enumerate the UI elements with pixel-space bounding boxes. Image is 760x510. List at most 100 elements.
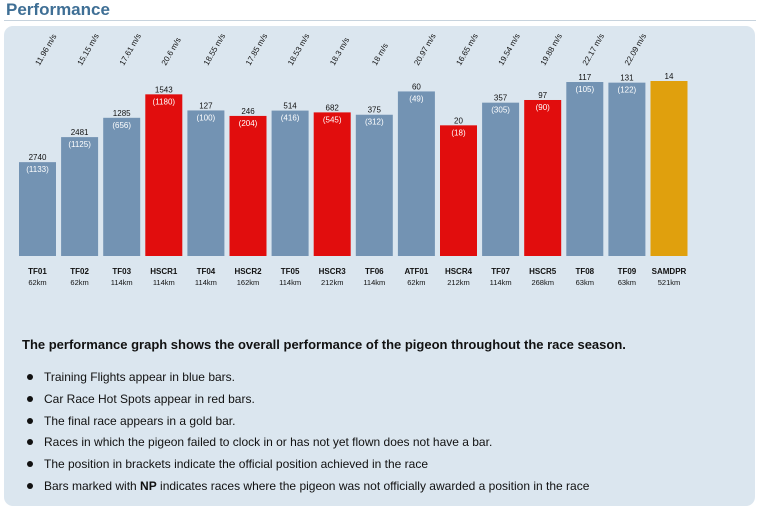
bar-position-label: 682 (326, 103, 340, 112)
bar-official-position-label: (312) (365, 118, 384, 127)
bar-tf07 (482, 102, 520, 256)
note-text: Races in which the pigeon failed to cloc… (44, 435, 493, 450)
bar-tf03 (103, 117, 141, 256)
speed-label: 11.96 m/s (33, 33, 58, 67)
bar-tf09 (608, 82, 646, 256)
bar-position-label: 2481 (71, 128, 89, 137)
speed-label: 19.88 m/s (539, 32, 564, 67)
bar-hscr1 (145, 94, 183, 256)
bar-tf06 (355, 114, 393, 257)
bullet-icon (27, 482, 33, 489)
speed-label: 17.61 m/s (118, 32, 143, 67)
speed-label: 18.55 m/s (202, 32, 227, 67)
bar-official-position-label: (305) (491, 106, 510, 115)
speed-label: 16.65 m/s (454, 32, 479, 67)
bar-hscr4 (440, 125, 477, 256)
bar-tf05 (271, 110, 309, 256)
bar-official-position-label: (416) (281, 114, 300, 123)
bar-position-label: 357 (494, 94, 508, 103)
page-title: Performance (6, 0, 110, 19)
speed-label: 17.85 m/s (244, 32, 269, 67)
bar-position-label: 514 (283, 102, 297, 111)
bullet-icon (27, 461, 33, 468)
category-label: TF03 (112, 267, 131, 276)
distance-label: 114km (111, 278, 133, 287)
distance-label: 62km (28, 278, 46, 287)
note-np: Bars marked with NP indicates races wher… (24, 478, 590, 493)
category-label: TF02 (70, 267, 89, 276)
distance-label: 521km (658, 278, 681, 287)
bullet-icon (27, 374, 33, 380)
distance-label: 212km (447, 278, 470, 287)
chart-description-heading: The performance graph shows the overall … (22, 337, 626, 352)
distance-label: 114km (195, 278, 217, 287)
performance-panel: 2740 (1133) 11.96 m/s TF01 62km 2481 (1125) 15.… (4, 26, 755, 506)
note-training-flights: Training Flights appear in blue bars. (24, 371, 589, 384)
distance-label: 268km (531, 278, 554, 287)
performance-bar-chart: 2740 (1133) 11.96 m/s TF01 62km 2481 (1125) 15.… (19, 32, 688, 287)
category-label: SAMDPR (652, 267, 687, 276)
category-label: HSCR4 (445, 267, 473, 276)
bar-position-label: 246 (241, 107, 255, 116)
bar-tf01 (19, 162, 56, 256)
distance-label: 62km (70, 278, 88, 287)
distance-label: 114km (490, 278, 512, 287)
bar-position-label: 131 (620, 74, 634, 83)
bar-official-position-label: (105) (575, 85, 594, 94)
category-label: TF07 (491, 267, 510, 276)
title-divider (4, 20, 756, 21)
category-label: HSCR3 (319, 267, 347, 276)
category-label: HSCR1 (150, 267, 178, 276)
bar-position-label: 1285 (113, 109, 131, 118)
note-final-race: The final race appears in a gold bar. (24, 414, 589, 428)
speed-label: 18.53 m/s (286, 32, 311, 67)
distance-label: 114km (363, 278, 385, 287)
category-label: TF01 (28, 267, 47, 276)
bar-hscr5 (524, 99, 562, 256)
distance-label: 63km (618, 278, 636, 287)
bar-atf01 (397, 91, 435, 256)
bar-official-position-label: (122) (618, 86, 637, 95)
category-label: TF09 (618, 267, 637, 276)
note-text: Training Flights appear in blue bars. (44, 370, 235, 384)
bar-position-label: 127 (199, 101, 213, 110)
bar-tf04 (187, 110, 225, 256)
distance-label: 63km (576, 278, 594, 287)
bullet-icon (27, 439, 33, 446)
note-text: The position in brackets indicate the of… (44, 457, 429, 472)
speed-label: 15.15 m/s (76, 32, 101, 67)
bar-hscr3 (313, 112, 351, 256)
bar-official-position-label: (656) (112, 121, 131, 130)
bar-samdpr (650, 81, 688, 256)
bar-hscr2 (229, 115, 267, 256)
category-label: HSCR5 (529, 267, 557, 276)
bar-official-position-label: (1180) (153, 97, 176, 106)
bar-official-position-label: (18) (451, 128, 466, 137)
distance-label: 162km (237, 278, 260, 287)
bullet-icon (27, 395, 33, 402)
bar-official-position-label: (90) (536, 103, 551, 112)
category-label: TF04 (197, 267, 216, 276)
bullet-icon (27, 417, 33, 424)
bar-position-label: 117 (578, 73, 591, 82)
note-text-suffix: indicates races where the pigeon was not… (156, 478, 590, 493)
category-label: HSCR2 (234, 267, 262, 276)
bar-position-label: 1543 (155, 85, 173, 94)
bar-official-position-label: (1133) (26, 165, 49, 174)
note-brackets: The position in brackets indicate the of… (24, 458, 589, 471)
category-label: TF08 (575, 267, 594, 276)
bar-position-label: 97 (538, 91, 547, 100)
speed-label: 22.17 m/s (581, 32, 606, 67)
bar-position-label: 2740 (29, 153, 47, 162)
distance-label: 212km (321, 278, 344, 287)
note-hot-spots: Car Race Hot Spots appear in red bars. (24, 392, 589, 406)
bar-official-position-label: (49) (409, 94, 424, 103)
speed-label: 18 m/s (370, 42, 390, 67)
note-no-bar: Races in which the pigeon failed to cloc… (24, 436, 589, 449)
bar-official-position-label: (204) (239, 119, 258, 128)
speed-label: 20.6 m/s (160, 36, 183, 67)
note-text-prefix: Bars marked with (44, 478, 141, 493)
speed-label: 18.3 m/s (328, 36, 351, 67)
bar-official-position-label: (545) (323, 115, 342, 124)
bar-position-label: 14 (665, 72, 674, 81)
